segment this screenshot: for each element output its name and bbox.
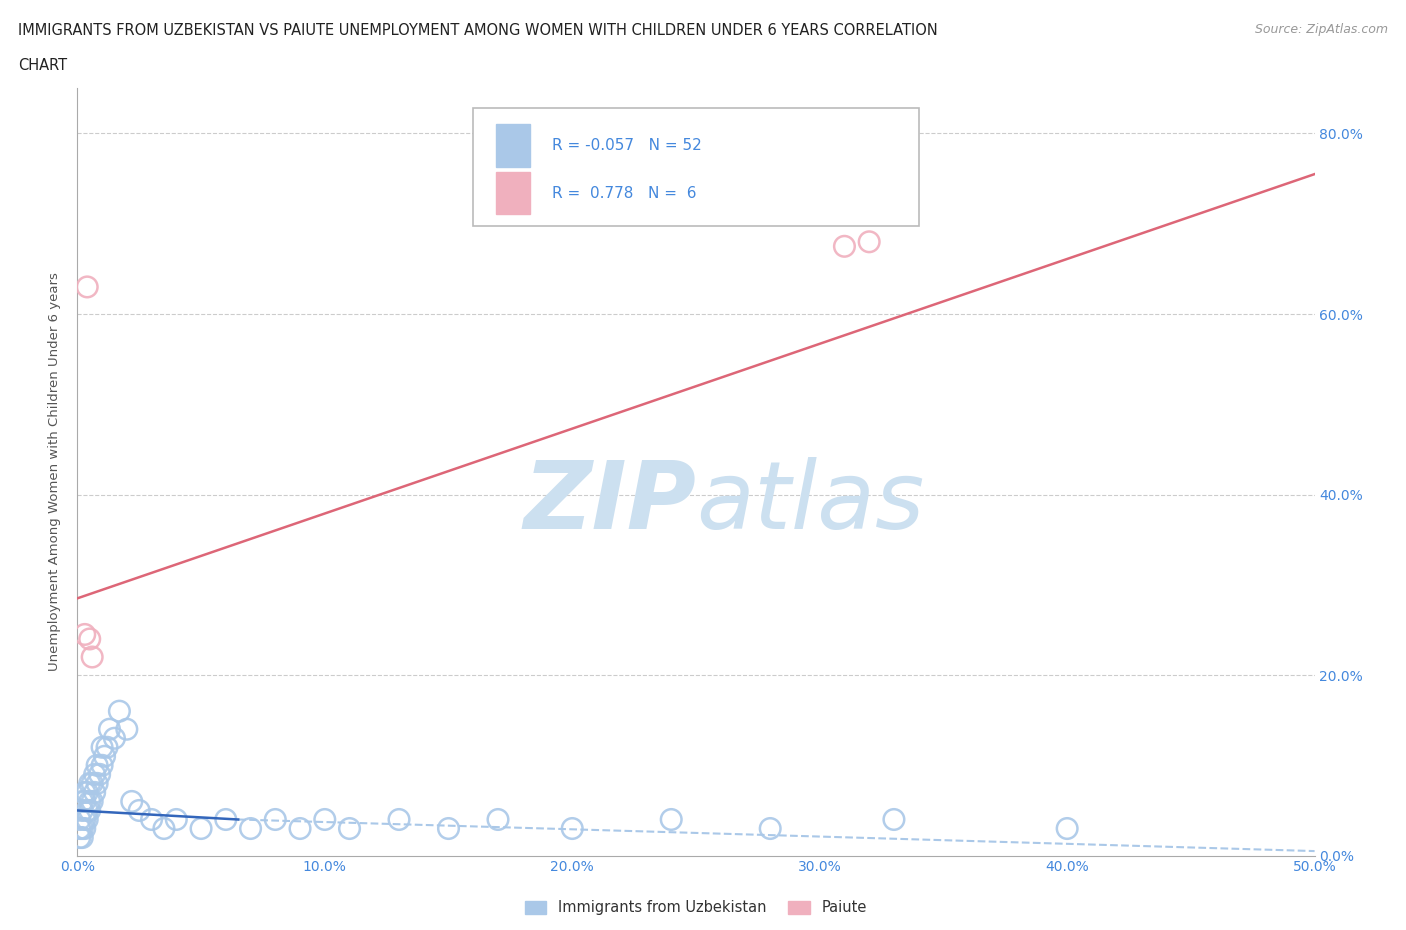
Point — [91, 740, 114, 755]
Point — [69, 812, 91, 827]
Point — [883, 812, 905, 827]
Point — [73, 812, 96, 827]
Point — [190, 821, 212, 836]
Text: R = -0.057   N = 52: R = -0.057 N = 52 — [553, 138, 702, 153]
Point — [72, 830, 94, 845]
Point — [108, 704, 131, 719]
Text: IMMIGRANTS FROM UZBEKISTAN VS PAIUTE UNEMPLOYMENT AMONG WOMEN WITH CHILDREN UNDE: IMMIGRANTS FROM UZBEKISTAN VS PAIUTE UNE… — [18, 23, 938, 38]
Point — [79, 776, 101, 790]
Point — [73, 785, 96, 800]
Point — [264, 812, 287, 827]
Point — [76, 812, 98, 827]
FancyBboxPatch shape — [495, 172, 530, 214]
Point — [93, 749, 115, 764]
Point — [83, 767, 105, 782]
Point — [288, 821, 311, 836]
Point — [76, 280, 98, 295]
Point — [91, 758, 114, 773]
Y-axis label: Unemployment Among Women with Children Under 6 years: Unemployment Among Women with Children U… — [48, 272, 62, 671]
Point — [165, 812, 187, 827]
Point — [79, 803, 101, 817]
Point — [561, 821, 583, 836]
Point — [153, 821, 176, 836]
Point — [76, 803, 98, 817]
Text: R =  0.778   N =  6: R = 0.778 N = 6 — [553, 186, 697, 201]
Point — [103, 731, 125, 746]
Point — [83, 785, 105, 800]
Point — [98, 722, 121, 737]
Point — [69, 830, 91, 845]
Point — [128, 803, 150, 817]
Point — [79, 631, 101, 646]
FancyBboxPatch shape — [474, 108, 918, 227]
Point — [121, 794, 143, 809]
Text: atlas: atlas — [696, 458, 924, 548]
Point — [82, 649, 104, 664]
Point — [82, 776, 104, 790]
Point — [72, 821, 94, 836]
Point — [141, 812, 163, 827]
Text: Source: ZipAtlas.com: Source: ZipAtlas.com — [1254, 23, 1388, 36]
Point — [339, 821, 361, 836]
Point — [86, 776, 108, 790]
Point — [69, 821, 91, 836]
Point — [86, 758, 108, 773]
Point — [76, 785, 98, 800]
Point — [659, 812, 682, 827]
FancyBboxPatch shape — [495, 125, 530, 166]
Point — [437, 821, 460, 836]
Text: CHART: CHART — [18, 58, 67, 73]
Point — [72, 803, 94, 817]
Point — [1056, 821, 1078, 836]
Point — [72, 794, 94, 809]
Point — [73, 821, 96, 836]
Legend: Immigrants from Uzbekistan, Paiute: Immigrants from Uzbekistan, Paiute — [519, 895, 873, 922]
Point — [759, 821, 782, 836]
Text: ZIP: ZIP — [523, 457, 696, 549]
Point — [314, 812, 336, 827]
Point — [73, 794, 96, 809]
Point — [858, 234, 880, 249]
Point — [486, 812, 509, 827]
Point — [73, 627, 96, 642]
Point — [834, 239, 856, 254]
Point — [239, 821, 262, 836]
Point — [215, 812, 238, 827]
Point — [79, 794, 101, 809]
Point — [96, 740, 118, 755]
Point — [82, 794, 104, 809]
Point — [115, 722, 138, 737]
Point — [388, 812, 411, 827]
Point — [89, 767, 111, 782]
